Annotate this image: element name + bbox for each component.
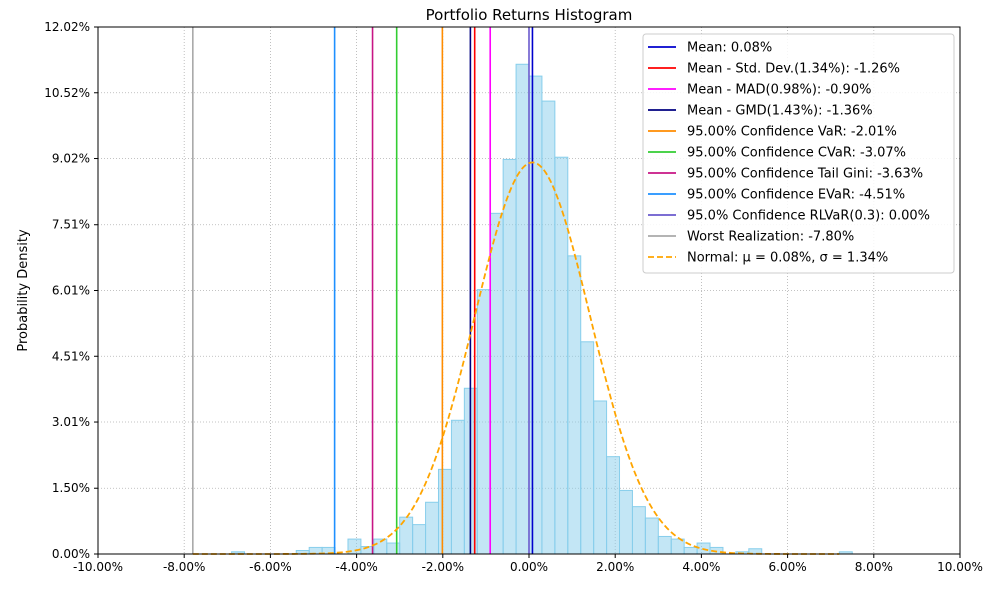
histogram-bar (437, 468, 452, 555)
histogram-bar (502, 158, 517, 555)
chart-title: Portfolio Returns Histogram (426, 6, 633, 24)
risk-measure-lines (192, 27, 534, 554)
legend-label: Mean: 0.08% (687, 41, 772, 56)
y-tick-label: 10.52% (44, 86, 90, 100)
histogram-bar (528, 75, 543, 555)
histogram-bar (412, 524, 427, 555)
histogram-bar (476, 289, 491, 555)
x-axis-ticks: -10.00% -8.00% -6.00% -4.00% -2.00% 0.00% 2.00… (73, 554, 983, 574)
histogram-bar (489, 212, 504, 555)
y-axis-ticks: 0.00% 1.50% 3.01% 4.51% 6.01% 7.51% 9.02% 10.52… (44, 20, 98, 561)
normal-curve-layer (192, 161, 840, 555)
histogram-bar (425, 501, 439, 555)
legend-label: Mean - MAD(0.98%): -0.90% (687, 83, 871, 98)
histogram-bars (231, 63, 853, 555)
histogram-bar (386, 542, 401, 555)
x-tick-label: -4.00% (335, 560, 377, 574)
legend-label: Worst Realization: -7.80% (687, 230, 854, 245)
y-axis-label: Probability Density (16, 229, 31, 352)
histogram-bar (580, 341, 595, 555)
x-tick-label: 6.00% (769, 560, 807, 574)
x-tick-label: 0.00% (510, 560, 548, 574)
y-tick-label: 6.01% (52, 284, 90, 298)
x-tick-label: 10.00% (937, 560, 983, 574)
histogram-bar (515, 63, 530, 555)
legend-label: 95.00% Confidence CVaR: -3.07% (687, 146, 906, 161)
y-tick-label: 1.50% (52, 481, 90, 495)
x-tick-label: -8.00% (163, 560, 205, 574)
normal-curve (192, 161, 840, 555)
y-tick-label: 4.51% (52, 349, 90, 363)
legend-label: Normal: μ = 0.08%, σ = 1.34% (687, 251, 888, 266)
legend-label: 95.00% Confidence EVaR: -4.51% (687, 188, 905, 203)
x-tick-label: -6.00% (249, 560, 291, 574)
histogram-bar (593, 400, 608, 555)
x-tick-label: 4.00% (682, 560, 720, 574)
legend: Mean: 0.08% Mean - Std. Dev.(1.34%): -1.2… (642, 33, 955, 274)
x-tick-label: -10.00% (73, 560, 123, 574)
y-tick-label: 12.02% (44, 20, 90, 34)
histogram-bar (657, 535, 672, 555)
histogram-bar (450, 419, 465, 555)
histogram-bar (606, 456, 621, 555)
y-tick-label: 7.51% (52, 218, 90, 232)
x-tick-label: 8.00% (855, 560, 893, 574)
legend-label: Mean - Std. Dev.(1.34%): -1.26% (687, 62, 900, 77)
histogram-bar (644, 517, 659, 555)
x-tick-label: 2.00% (596, 560, 634, 574)
histogram-bar (567, 255, 582, 555)
x-tick-label: -2.00% (422, 560, 464, 574)
histogram-bar (631, 506, 646, 555)
histogram-bar (554, 156, 569, 555)
legend-label: 95.00% Confidence Tail Gini: -3.63% (687, 167, 923, 182)
y-tick-label: 0.00% (52, 547, 90, 561)
legend-label: 95.0% Confidence RLVaR(0.3): 0.00% (687, 209, 930, 224)
histogram-bar (683, 546, 698, 555)
legend-label: Mean - GMD(1.43%): -1.36% (687, 104, 873, 119)
histogram-bar (619, 489, 633, 555)
y-tick-label: 9.02% (52, 152, 90, 166)
legend-box (642, 33, 955, 274)
legend-label: 95.00% Confidence VaR: -2.01% (687, 125, 897, 140)
histogram-bar (541, 100, 556, 555)
y-tick-label: 3.01% (52, 415, 90, 429)
